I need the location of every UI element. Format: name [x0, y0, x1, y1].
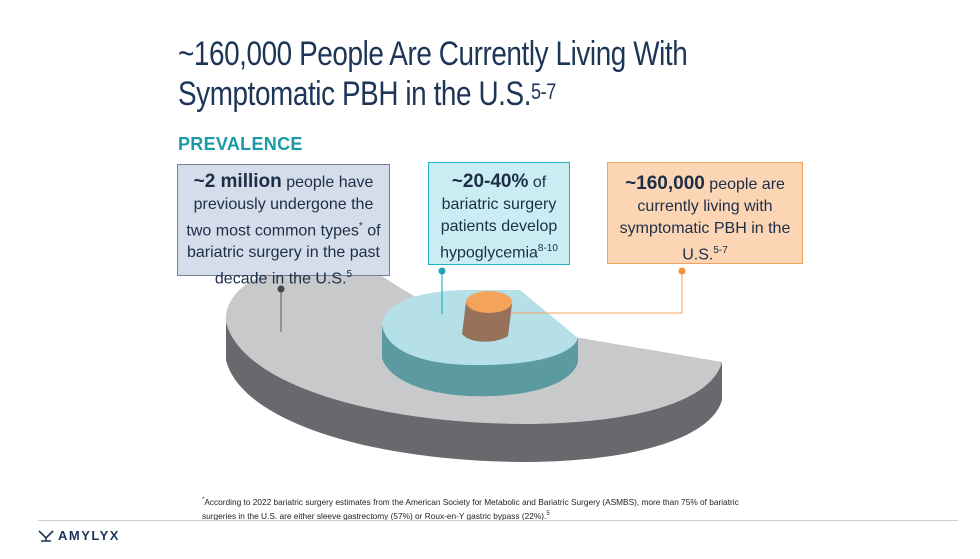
- footnote-sup: 5: [546, 510, 550, 517]
- title-reference: 5-7: [531, 79, 556, 104]
- pbh-text: people are currently living with symptom…: [619, 176, 791, 264]
- footnote-star: *: [202, 497, 205, 503]
- bariatric-highlight: ~2 million: [193, 171, 282, 192]
- hypoglycemia-leader-dot: [438, 267, 446, 275]
- footer-divider: [38, 520, 958, 521]
- footnote: *According to 2022 bariatric surgery est…: [202, 494, 762, 522]
- section-label: PREVALENCE: [178, 134, 303, 154]
- title-line-2: Symptomatic PBH in the U.S.: [178, 75, 532, 113]
- bariatric-sup-1: *: [358, 221, 363, 232]
- inner-cylinder-top: [466, 291, 512, 313]
- pbh-sup: 5-7: [713, 245, 728, 256]
- inner-cylinder: [462, 291, 512, 342]
- hypoglycemia-text: of bariatric surgery patients develop hy…: [440, 174, 558, 262]
- pbh-leader-line: [511, 271, 683, 314]
- pbh-callout: ~160,000 people are currently living wit…: [607, 162, 803, 264]
- bariatric-text-2: of bariatric surgery in the past decade …: [187, 222, 381, 288]
- company-logo: AMYLYX: [38, 528, 120, 543]
- hypoglycemia-callout: ~20-40% of bariatric surgery patients de…: [428, 162, 570, 265]
- title-line-1: ~160,000 People Are Currently Living Wit…: [178, 35, 688, 73]
- logo-icon: [38, 529, 54, 542]
- hypoglycemia-highlight: ~20-40%: [451, 171, 529, 192]
- bariatric-text-1: people have previously undergone the two…: [186, 174, 374, 240]
- logo-text: AMYLYX: [58, 528, 120, 543]
- inner-cylinder-side: [462, 302, 512, 342]
- bariatric-sup-2: 5: [346, 269, 353, 281]
- hypoglycemia-sup: 8-10: [537, 243, 558, 254]
- bariatric-leader-dot: [277, 285, 285, 293]
- bariatric-surgery-callout: ~2 million people have previously underg…: [177, 164, 390, 288]
- callout-lines: [277, 267, 686, 332]
- pbh-highlight: ~160,000: [625, 173, 705, 194]
- page-title: ~160,000 People Are Currently Living Wit…: [178, 34, 752, 114]
- pbh-leader-dot: [678, 267, 686, 275]
- footnote-text: According to 2022 bariatric surgery esti…: [202, 496, 739, 521]
